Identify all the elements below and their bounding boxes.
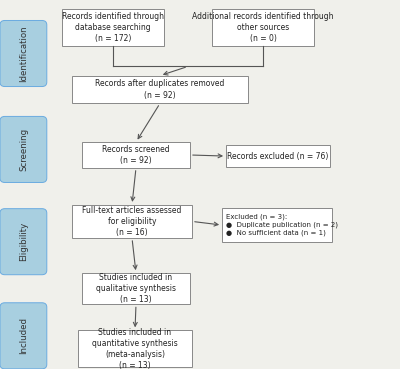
- Text: Studies included in
qualitative synthesis
(n = 13): Studies included in qualitative synthesi…: [96, 273, 176, 304]
- Text: Records excluded (n = 76): Records excluded (n = 76): [227, 152, 329, 161]
- FancyBboxPatch shape: [82, 142, 190, 168]
- FancyBboxPatch shape: [0, 21, 47, 87]
- FancyBboxPatch shape: [0, 117, 47, 183]
- Text: Eligibility: Eligibility: [19, 222, 28, 261]
- FancyBboxPatch shape: [82, 273, 190, 304]
- Text: Full-text articles assessed
for eligibility
(n = 16): Full-text articles assessed for eligibil…: [82, 206, 182, 237]
- FancyBboxPatch shape: [0, 303, 47, 369]
- Text: Additional records identified through
other sources
(n = 0): Additional records identified through ot…: [192, 12, 334, 43]
- Text: Included: Included: [19, 317, 28, 354]
- Text: Excluded (n = 3):
●  Duplicate publication (n = 2)
●  No sufficient data (n = 1): Excluded (n = 3): ● Duplicate publicatio…: [226, 214, 338, 236]
- FancyBboxPatch shape: [226, 145, 330, 167]
- FancyBboxPatch shape: [212, 9, 314, 46]
- Text: Records after duplicates removed
(n = 92): Records after duplicates removed (n = 92…: [95, 79, 225, 100]
- FancyBboxPatch shape: [62, 9, 164, 46]
- Text: Identification: Identification: [19, 25, 28, 82]
- Text: Studies included in
quantitative synthesis
(meta-analysis)
(n = 13): Studies included in quantitative synthes…: [92, 328, 178, 369]
- FancyBboxPatch shape: [72, 76, 248, 103]
- Text: Records identified through
database searching
(n = 172): Records identified through database sear…: [62, 12, 164, 43]
- FancyBboxPatch shape: [78, 330, 192, 367]
- Text: Records screened
(n = 92): Records screened (n = 92): [102, 145, 170, 165]
- FancyBboxPatch shape: [222, 208, 332, 242]
- FancyBboxPatch shape: [0, 209, 47, 275]
- Text: Screening: Screening: [19, 128, 28, 171]
- FancyBboxPatch shape: [72, 205, 192, 238]
